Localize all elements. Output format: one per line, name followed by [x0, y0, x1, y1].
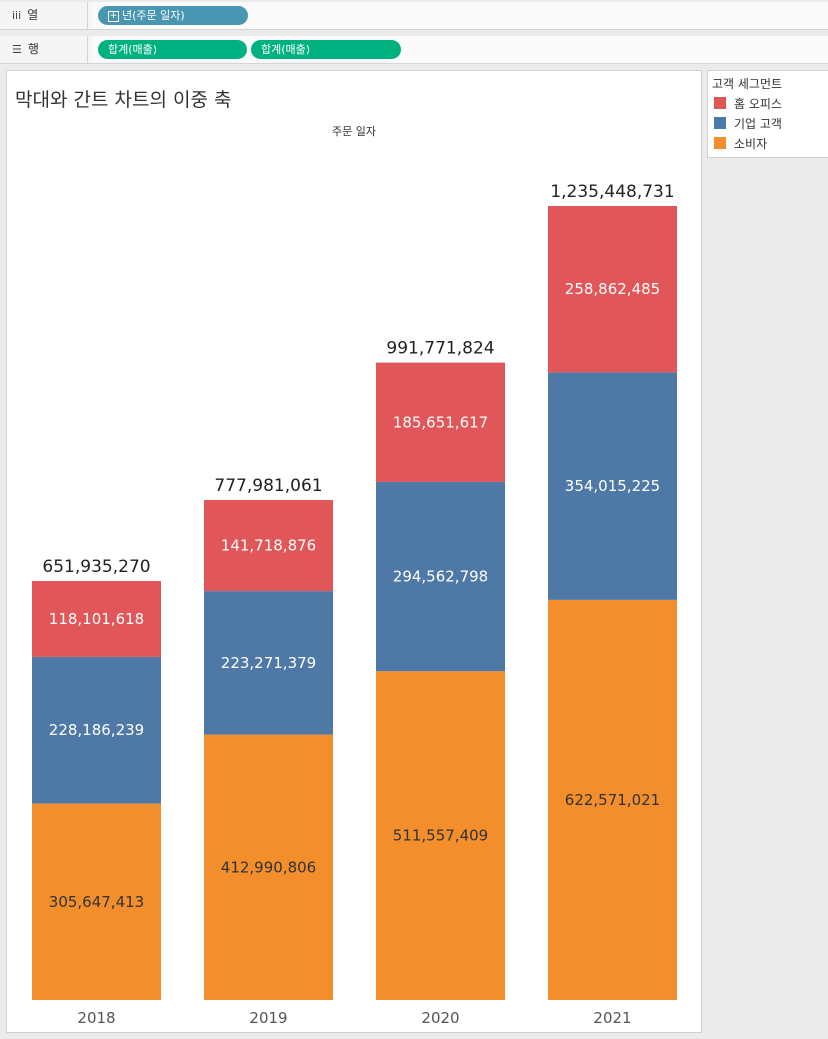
x-axis-tick-label: 2020	[421, 1009, 459, 1027]
rows-shelf-label: ☰ 행	[0, 36, 88, 63]
sum-sales-pill-2[interactable]: 합계(매출)	[251, 40, 401, 59]
total-value-label: 651,935,270	[42, 557, 150, 577]
legend-swatch	[714, 97, 726, 109]
legend-label: 기업 고객	[734, 117, 782, 131]
legend-label: 소비자	[734, 137, 768, 151]
bar-segment	[548, 599, 677, 1000]
total-value-label: 777,981,061	[214, 476, 322, 496]
columns-shelf: iii 열 + 년(주문 일자)	[0, 2, 828, 30]
segment-value-label: 294,562,798	[393, 568, 488, 586]
segment-value-label: 223,271,379	[221, 654, 316, 672]
segment-value-label: 141,718,876	[221, 537, 316, 555]
total-value-label: 991,771,824	[386, 339, 494, 359]
bar-segment	[548, 206, 677, 373]
segment-value-label: 185,651,617	[393, 413, 488, 431]
x-axis-tick-label: 2021	[593, 1009, 631, 1027]
segment-value-label: 305,647,413	[49, 893, 144, 911]
segment-value-label: 622,571,021	[565, 791, 660, 809]
segment-value-label: 118,101,618	[49, 610, 144, 628]
bar-segment	[204, 500, 333, 592]
year-order-date-pill[interactable]: + 년(주문 일자)	[98, 6, 248, 25]
bar-segment	[32, 656, 161, 804]
segment-value-label: 258,862,485	[565, 280, 660, 298]
bar-segment	[376, 481, 505, 672]
segment-value-label: 412,990,806	[221, 858, 316, 876]
columns-icon: iii	[12, 9, 22, 22]
legend-swatch	[714, 137, 726, 149]
bar-segment	[32, 803, 161, 1000]
columns-shelf-label: iii 열	[0, 2, 88, 29]
bar-segment	[32, 581, 161, 657]
bar-segment	[376, 671, 505, 1000]
columns-drop-area[interactable]: + 년(주문 일자)	[92, 2, 828, 29]
x-axis-tick-label: 2018	[77, 1009, 115, 1027]
segment-value-label: 354,015,225	[565, 477, 660, 495]
bar-segment	[204, 591, 333, 735]
sum-sales-pill-1[interactable]: 합계(매출)	[98, 40, 247, 59]
x-axis-tick-label: 2019	[249, 1009, 287, 1027]
expand-plus-icon[interactable]: +	[108, 11, 119, 22]
rows-drop-area[interactable]: 합계(매출) 합계(매출)	[92, 36, 828, 63]
columns-label-text: 열	[27, 8, 39, 22]
column-header-label: 주문 일자	[332, 125, 376, 138]
pill-label: 합계(매출)	[261, 43, 311, 56]
worksheet: 막대와 간트 차트의 이중 축 주문 일자 305,647,413 228,186…	[6, 70, 702, 1033]
segment-value-label: 511,557,409	[393, 827, 488, 845]
color-legend: 고객 세그먼트 홈 오피스 기업 고객 소비자	[707, 70, 828, 158]
legend-title: 고객 세그먼트	[712, 77, 783, 91]
bar-segment	[204, 734, 333, 1000]
sheet-title: 막대와 간트 차트의 이중 축	[15, 89, 232, 111]
pill-label: 합계(매출)	[108, 43, 158, 56]
legend-label: 홈 오피스	[734, 97, 782, 111]
segment-value-label: 228,186,239	[49, 721, 144, 739]
stacked-bar-chart: 305,647,413 228,186,239 118,101,618 651,935…	[32, 182, 677, 1027]
rows-label-text: 행	[27, 42, 39, 56]
total-value-label: 1,235,448,731	[550, 182, 674, 202]
pill-label: 년(주문 일자)	[122, 9, 185, 22]
legend-swatch	[714, 117, 726, 129]
bar-segment	[548, 372, 677, 600]
rows-icon: ☰	[12, 43, 22, 56]
rows-shelf: ☰ 행 합계(매출) 합계(매출)	[0, 36, 828, 64]
bar-segment	[376, 362, 505, 482]
